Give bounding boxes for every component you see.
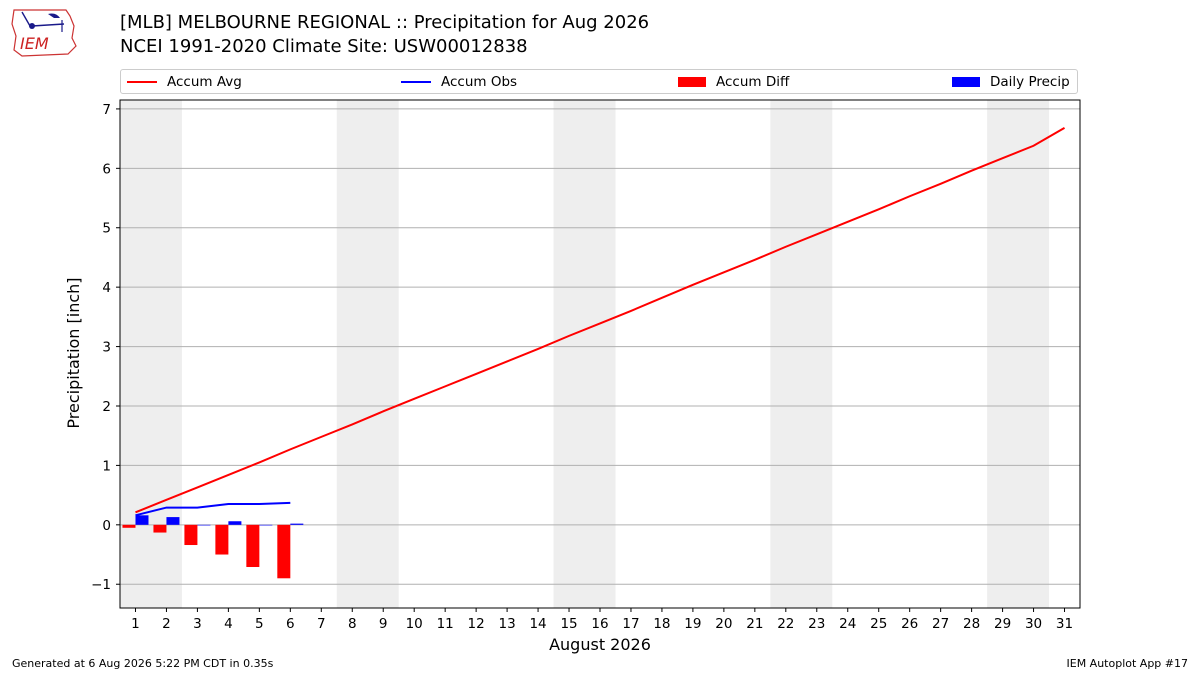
x-tick-label: 21 — [746, 616, 763, 632]
daily-precip-bar — [166, 517, 180, 525]
x-tick-label: 28 — [963, 616, 980, 632]
weekend-band — [770, 100, 833, 608]
daily-precip-bar — [259, 524, 273, 526]
x-tick-label: 12 — [468, 616, 485, 632]
x-tick-label: 4 — [224, 616, 233, 632]
daily-precip-bar — [135, 515, 149, 525]
x-tick-label: 29 — [994, 616, 1011, 632]
y-tick-label: 5 — [102, 221, 111, 237]
legend-swatch-accum-obs — [401, 81, 431, 83]
daily-precip-bar — [197, 524, 211, 526]
series-lines — [135, 127, 1066, 517]
weekend-band — [120, 100, 182, 608]
x-tick-label: 18 — [653, 616, 670, 632]
accum-diff-bar — [246, 524, 260, 568]
x-tick-label: 16 — [591, 616, 608, 632]
legend-item-daily-precip: Daily Precip — [952, 73, 1070, 91]
legend-item-accum-diff: Accum Diff — [678, 73, 789, 91]
accum-diff-bar — [153, 524, 167, 533]
x-tick-label: 10 — [406, 616, 423, 632]
footer-app-label: IEM Autoplot App #17 — [1066, 657, 1189, 670]
x-tick-label: 14 — [529, 616, 546, 632]
weekend-shading — [120, 100, 1050, 608]
logo-text: IEM — [20, 34, 49, 53]
chart-legend: Accum Avg Accum Obs Accum Diff Daily Pre… — [120, 69, 1078, 94]
weekend-band — [336, 100, 399, 608]
bars — [122, 515, 304, 579]
x-tick-label: 22 — [777, 616, 794, 632]
weekend-band — [553, 100, 616, 608]
plot-frame — [119, 99, 1081, 609]
y-tick-label: 1 — [102, 458, 111, 474]
legend-label-daily-precip: Daily Precip — [990, 74, 1070, 90]
chart-title: [MLB] MELBOURNE REGIONAL :: Precipitatio… — [120, 12, 650, 33]
x-axis-ticks: 1 2 3 4 5 6 7 8 9 10 11 12 13 14 15 16 17 18 19 20 21 22 23 24 2… — [131, 608, 1073, 632]
x-tick-label: 11 — [437, 616, 454, 632]
legend-label-accum-avg: Accum Avg — [167, 74, 242, 90]
legend-item-accum-obs: Accum Obs — [401, 73, 517, 91]
x-tick-label: 20 — [715, 616, 732, 632]
x-tick-label: 1 — [131, 616, 140, 632]
footer-generated: Generated at 6 Aug 2026 5:22 PM CDT in 0… — [12, 657, 274, 670]
y-tick-label: 2 — [102, 399, 111, 415]
x-tick-label: 31 — [1056, 616, 1073, 632]
x-tick-label: 13 — [499, 616, 516, 632]
y-tick-label: 4 — [102, 280, 111, 296]
x-tick-label: 24 — [839, 616, 856, 632]
x-tick-label: 3 — [193, 616, 202, 632]
daily-precip-bar — [290, 523, 304, 525]
weekend-band — [987, 100, 1050, 608]
accum-avg-line — [135, 127, 1066, 514]
x-tick-label: 19 — [684, 616, 701, 632]
x-tick-label: 23 — [808, 616, 825, 632]
x-tick-label: 17 — [622, 616, 639, 632]
y-tick-label: 0 — [102, 518, 111, 534]
legend-label-accum-diff: Accum Diff — [716, 74, 790, 90]
x-axis-label: August 2026 — [549, 635, 651, 654]
accum-diff-bar — [215, 524, 229, 555]
x-tick-label: 7 — [317, 616, 326, 632]
x-tick-label: 9 — [379, 616, 388, 632]
accum-diff-bar — [122, 524, 136, 528]
chart-subtitle: NCEI 1991-2020 Climate Site: USW00012838 — [120, 36, 528, 57]
x-tick-label: 15 — [560, 616, 577, 632]
x-tick-label: 25 — [870, 616, 887, 632]
legend-swatch-daily-precip — [952, 77, 980, 87]
x-tick-label: 5 — [255, 616, 264, 632]
iem-logo: IEM — [11, 9, 77, 57]
x-tick-label: 8 — [348, 616, 357, 632]
y-tick-label: 6 — [102, 161, 111, 177]
x-tick-label: 27 — [932, 616, 949, 632]
legend-label-accum-obs: Accum Obs — [441, 74, 518, 90]
gridlines — [120, 108, 1080, 585]
accum-diff-bar — [277, 524, 291, 579]
x-tick-label: 6 — [286, 616, 295, 632]
y-tick-label: 3 — [102, 340, 111, 356]
y-tick-label: 7 — [102, 102, 111, 118]
y-axis-label: Precipitation [inch] — [64, 277, 83, 428]
x-tick-label: 2 — [162, 616, 171, 632]
accum-obs-line — [135, 501, 291, 517]
legend-swatch-accum-avg — [127, 81, 157, 83]
x-tick-label: 30 — [1025, 616, 1042, 632]
y-axis-ticks: −1 0 1 2 3 4 5 6 7 — [91, 102, 120, 593]
daily-precip-bar — [228, 521, 242, 525]
x-tick-label: 26 — [901, 616, 918, 632]
legend-swatch-accum-diff — [678, 77, 706, 87]
accum-diff-bar — [184, 524, 198, 546]
legend-item-accum-avg: Accum Avg — [127, 73, 242, 91]
y-tick-label: −1 — [91, 577, 111, 593]
